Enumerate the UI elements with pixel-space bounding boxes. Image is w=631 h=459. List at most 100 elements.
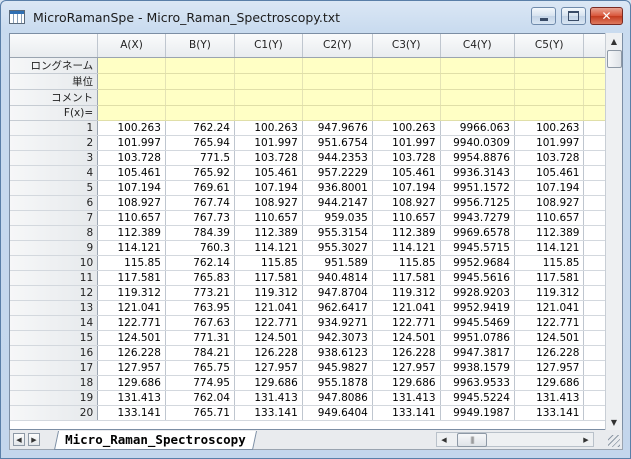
data-cell[interactable]: 944.2353: [302, 150, 373, 166]
select-all-corner[interactable]: [10, 34, 99, 58]
data-cell[interactable]: 115.85: [234, 255, 303, 271]
data-cell[interactable]: 9943.7279: [440, 210, 515, 226]
data-cell[interactable]: 9966.063: [440, 120, 515, 136]
data-cell[interactable]: 127.957: [234, 360, 303, 376]
meta-cell[interactable]: [302, 89, 373, 106]
data-cell[interactable]: 767.73: [165, 210, 236, 226]
data-cell[interactable]: 131.413: [234, 390, 303, 406]
data-grid[interactable]: A(X) B(Y) C1(Y) C2(Y) C3(Y) C4(Y) C5(Y) ロングネーム単…: [9, 33, 623, 430]
data-cell[interactable]: 110.657: [234, 210, 303, 226]
data-cell[interactable]: 105.461: [234, 165, 303, 181]
close-button[interactable]: ✕: [590, 7, 623, 25]
data-cell[interactable]: 126.228: [372, 345, 441, 361]
data-cell[interactable]: 115.85: [97, 255, 166, 271]
row-header[interactable]: 3: [10, 150, 99, 166]
data-cell[interactable]: 121.041: [372, 300, 441, 316]
data-cell[interactable]: 126.228: [514, 345, 585, 361]
data-cell[interactable]: 124.501: [372, 330, 441, 346]
data-cell[interactable]: 784.39: [165, 225, 236, 241]
data-cell[interactable]: 110.657: [372, 210, 441, 226]
meta-cell[interactable]: [440, 89, 515, 106]
data-cell[interactable]: 947.9676: [302, 120, 373, 136]
data-cell[interactable]: 784.21: [165, 345, 236, 361]
row-header[interactable]: 16: [10, 345, 99, 361]
row-header[interactable]: 7: [10, 210, 99, 226]
data-cell[interactable]: 9938.1579: [440, 360, 515, 376]
data-cell[interactable]: 947.8086: [302, 390, 373, 406]
data-cell[interactable]: 131.413: [514, 390, 585, 406]
data-cell[interactable]: 9952.9419: [440, 300, 515, 316]
row-header[interactable]: 11: [10, 270, 99, 286]
data-cell[interactable]: 117.581: [234, 270, 303, 286]
data-cell[interactable]: 115.85: [514, 255, 585, 271]
data-cell[interactable]: 947.8704: [302, 285, 373, 301]
data-cell[interactable]: 762.04: [165, 390, 236, 406]
data-cell[interactable]: 112.389: [234, 225, 303, 241]
data-cell[interactable]: 762.14: [165, 255, 236, 271]
meta-cell[interactable]: [302, 73, 373, 90]
row-header[interactable]: 12: [10, 285, 99, 301]
data-cell[interactable]: 122.771: [97, 315, 166, 331]
data-cell[interactable]: 942.3073: [302, 330, 373, 346]
data-cell[interactable]: 114.121: [97, 240, 166, 256]
data-cell[interactable]: 133.141: [234, 405, 303, 421]
data-cell[interactable]: 9969.6578: [440, 225, 515, 241]
data-cell[interactable]: 765.94: [165, 135, 236, 151]
meta-cell[interactable]: [234, 57, 303, 74]
data-cell[interactable]: 100.263: [514, 120, 585, 136]
column-header[interactable]: C5(Y): [514, 34, 585, 58]
data-cell[interactable]: 100.263: [97, 120, 166, 136]
meta-cell[interactable]: [302, 105, 373, 121]
data-cell[interactable]: 133.141: [514, 405, 585, 421]
data-cell[interactable]: 9956.7125: [440, 195, 515, 211]
data-cell[interactable]: 949.6404: [302, 405, 373, 421]
row-header[interactable]: 14: [10, 315, 99, 331]
meta-cell[interactable]: [234, 105, 303, 121]
data-cell[interactable]: 121.041: [234, 300, 303, 316]
row-header[interactable]: 6: [10, 195, 99, 211]
minimize-button[interactable]: [531, 7, 556, 25]
data-cell[interactable]: 760.3: [165, 240, 236, 256]
data-cell[interactable]: 101.997: [514, 135, 585, 151]
meta-cell[interactable]: [372, 89, 441, 106]
data-cell[interactable]: 105.461: [372, 165, 441, 181]
data-cell[interactable]: 103.728: [514, 150, 585, 166]
data-cell[interactable]: 129.686: [372, 375, 441, 391]
meta-cell[interactable]: [514, 57, 585, 74]
resize-grip-icon[interactable]: [608, 435, 620, 447]
meta-cell[interactable]: [165, 89, 236, 106]
data-cell[interactable]: 103.728: [372, 150, 441, 166]
row-header[interactable]: 19: [10, 390, 99, 406]
data-cell[interactable]: 112.389: [372, 225, 441, 241]
data-cell[interactable]: 9949.1987: [440, 405, 515, 421]
row-header[interactable]: 15: [10, 330, 99, 346]
meta-cell[interactable]: [440, 73, 515, 90]
data-cell[interactable]: 121.041: [97, 300, 166, 316]
meta-cell[interactable]: [97, 73, 166, 90]
meta-cell[interactable]: [97, 57, 166, 74]
data-cell[interactable]: 773.21: [165, 285, 236, 301]
data-cell[interactable]: 117.581: [97, 270, 166, 286]
data-cell[interactable]: 938.6123: [302, 345, 373, 361]
data-cell[interactable]: 955.1878: [302, 375, 373, 391]
vertical-scrollbar[interactable]: ▲ ▼: [605, 33, 622, 430]
data-cell[interactable]: 945.9827: [302, 360, 373, 376]
data-cell[interactable]: 9936.3143: [440, 165, 515, 181]
scroll-left-arrow-icon[interactable]: ◀: [441, 435, 447, 444]
meta-cell[interactable]: [440, 105, 515, 121]
row-header[interactable]: 13: [10, 300, 99, 316]
row-header[interactable]: 10: [10, 255, 99, 271]
data-cell[interactable]: 9963.9533: [440, 375, 515, 391]
horizontal-scrollbar[interactable]: ◀ ||| ▶: [436, 432, 594, 447]
meta-cell[interactable]: [372, 57, 441, 74]
data-cell[interactable]: 124.501: [97, 330, 166, 346]
data-cell[interactable]: 131.413: [372, 390, 441, 406]
data-cell[interactable]: 129.686: [514, 375, 585, 391]
data-cell[interactable]: 9945.5715: [440, 240, 515, 256]
data-cell[interactable]: 107.194: [514, 180, 585, 196]
data-cell[interactable]: 955.3154: [302, 225, 373, 241]
data-cell[interactable]: 108.927: [514, 195, 585, 211]
column-header[interactable]: C1(Y): [234, 34, 303, 58]
meta-cell[interactable]: [165, 105, 236, 121]
data-cell[interactable]: 9951.0786: [440, 330, 515, 346]
